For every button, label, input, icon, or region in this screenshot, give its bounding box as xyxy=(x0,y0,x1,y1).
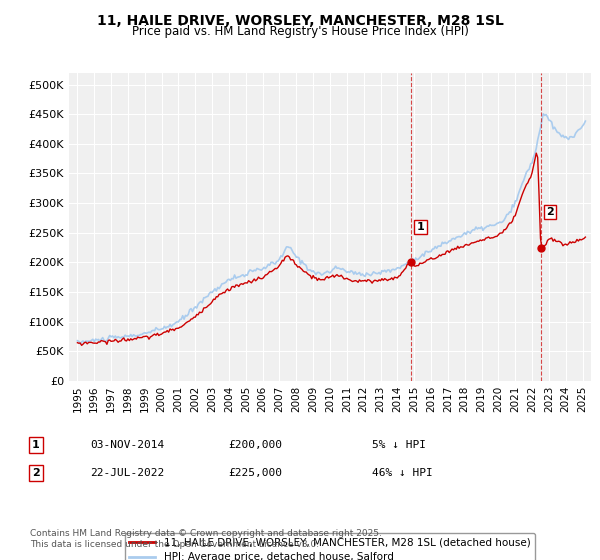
Text: 1: 1 xyxy=(32,440,40,450)
Text: 22-JUL-2022: 22-JUL-2022 xyxy=(90,468,164,478)
Text: 1: 1 xyxy=(416,222,424,232)
Text: 46% ↓ HPI: 46% ↓ HPI xyxy=(372,468,433,478)
Legend: 11, HAILE DRIVE, WORSLEY, MANCHESTER, M28 1SL (detached house), HPI: Average pri: 11, HAILE DRIVE, WORSLEY, MANCHESTER, M2… xyxy=(125,533,535,560)
Text: £225,000: £225,000 xyxy=(228,468,282,478)
Text: Contains HM Land Registry data © Crown copyright and database right 2025.
This d: Contains HM Land Registry data © Crown c… xyxy=(30,529,382,549)
Text: 03-NOV-2014: 03-NOV-2014 xyxy=(90,440,164,450)
Text: 5% ↓ HPI: 5% ↓ HPI xyxy=(372,440,426,450)
Text: 11, HAILE DRIVE, WORSLEY, MANCHESTER, M28 1SL: 11, HAILE DRIVE, WORSLEY, MANCHESTER, M2… xyxy=(97,14,503,28)
Text: £200,000: £200,000 xyxy=(228,440,282,450)
Text: 2: 2 xyxy=(32,468,40,478)
Text: 2: 2 xyxy=(547,207,554,217)
Text: Price paid vs. HM Land Registry's House Price Index (HPI): Price paid vs. HM Land Registry's House … xyxy=(131,25,469,38)
